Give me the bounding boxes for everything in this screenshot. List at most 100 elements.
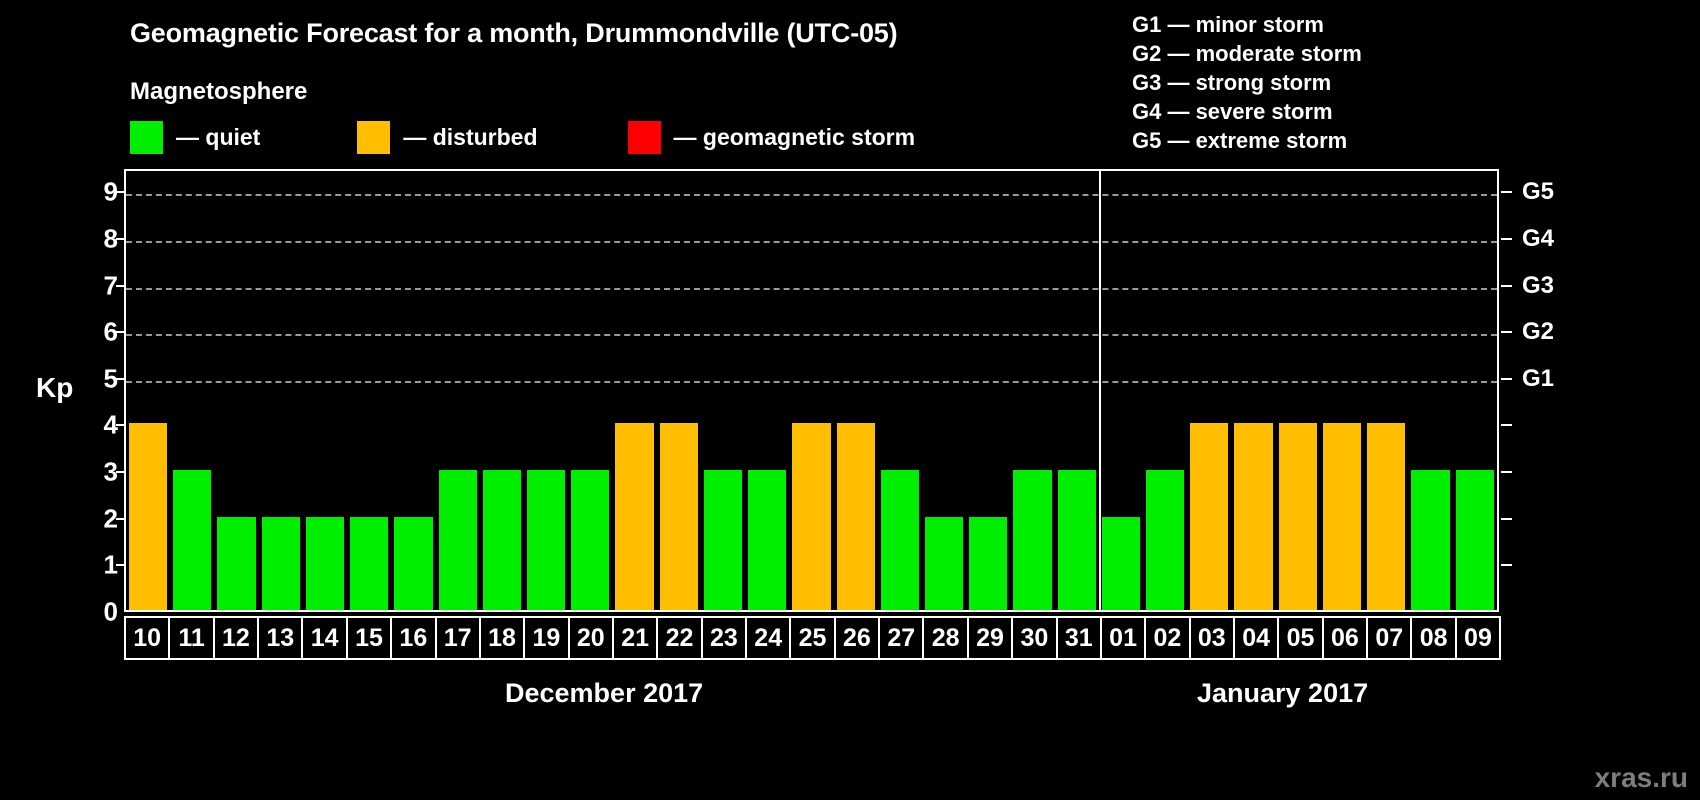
day-label-09[interactable]: 09	[1454, 616, 1502, 660]
bar-cell[interactable]	[170, 171, 214, 610]
day-label-17[interactable]: 17	[434, 616, 481, 660]
day-label-07[interactable]: 07	[1366, 616, 1413, 660]
bar-cell[interactable]	[1099, 171, 1143, 610]
bar-cell[interactable]	[745, 171, 789, 610]
bar-24[interactable]	[748, 470, 787, 610]
bar-cell[interactable]	[657, 171, 701, 610]
bar-23[interactable]	[703, 470, 743, 610]
bar-cell[interactable]	[612, 171, 656, 610]
g-tick-g1: G1	[1522, 364, 1555, 392]
bar-cell[interactable]	[922, 171, 966, 610]
legend-item-storm: — geomagnetic storm	[627, 120, 915, 154]
bar-26[interactable]	[836, 423, 875, 610]
bar-cell[interactable]	[1276, 171, 1320, 610]
bar-08[interactable]	[1411, 470, 1450, 610]
bar-cell[interactable]	[214, 171, 258, 610]
bar-12[interactable]	[217, 516, 256, 610]
bar-28[interactable]	[924, 516, 964, 610]
bar-cell[interactable]	[568, 171, 612, 610]
bar-27[interactable]	[880, 470, 919, 610]
bar-cell[interactable]	[834, 171, 878, 610]
day-label-20[interactable]: 20	[567, 616, 614, 660]
day-label-05[interactable]: 05	[1277, 616, 1324, 660]
day-label-18[interactable]: 18	[478, 616, 526, 660]
day-label-22[interactable]: 22	[656, 616, 703, 660]
bar-17[interactable]	[438, 470, 477, 610]
bar-10[interactable]	[129, 423, 168, 610]
bar-cell[interactable]	[1408, 171, 1452, 610]
bar-29[interactable]	[969, 516, 1008, 610]
bar-22[interactable]	[659, 423, 698, 610]
bar-02[interactable]	[1146, 470, 1185, 610]
bar-cell[interactable]	[1010, 171, 1054, 610]
g-scale-line-g3: G3 — strong storm	[1132, 70, 1332, 95]
day-label-28[interactable]: 28	[922, 616, 969, 660]
day-label-24[interactable]: 24	[745, 616, 792, 660]
bar-01[interactable]	[1101, 516, 1141, 610]
bar-15[interactable]	[350, 516, 389, 610]
bar-07[interactable]	[1367, 423, 1406, 610]
bar-25[interactable]	[792, 423, 831, 610]
day-label-15[interactable]: 15	[345, 616, 393, 660]
bar-cell[interactable]	[1320, 171, 1364, 610]
bar-cell[interactable]	[1187, 171, 1231, 610]
bar-cell[interactable]	[303, 171, 347, 610]
day-label-27[interactable]: 27	[878, 616, 925, 660]
day-label-30[interactable]: 30	[1011, 616, 1058, 660]
bar-18[interactable]	[482, 470, 521, 610]
day-label-12[interactable]: 12	[212, 616, 260, 660]
bar-cell[interactable]	[126, 171, 170, 610]
day-label-01[interactable]: 01	[1099, 616, 1147, 660]
bar-14[interactable]	[305, 516, 345, 610]
day-label-10[interactable]: 10	[124, 616, 171, 660]
day-label-26[interactable]: 26	[833, 616, 881, 660]
bar-cell[interactable]	[701, 171, 745, 610]
bar-16[interactable]	[394, 516, 433, 610]
bar-cell[interactable]	[480, 171, 524, 610]
day-label-16[interactable]: 16	[390, 616, 437, 660]
day-label-25[interactable]: 25	[789, 616, 836, 660]
day-label-21[interactable]: 21	[611, 616, 659, 660]
day-label-08[interactable]: 08	[1410, 616, 1457, 660]
bar-09[interactable]	[1455, 470, 1494, 610]
bar-31[interactable]	[1057, 470, 1096, 610]
day-label-29[interactable]: 29	[966, 616, 1014, 660]
y-tick-mark-1	[116, 564, 126, 567]
bar-cell[interactable]	[1231, 171, 1275, 610]
right-minor-tick-1	[1501, 564, 1512, 567]
bar-cell[interactable]	[789, 171, 833, 610]
bar-cell[interactable]	[1364, 171, 1408, 610]
bar-cell[interactable]	[878, 171, 922, 610]
day-label-06[interactable]: 06	[1321, 616, 1369, 660]
bar-11[interactable]	[173, 470, 212, 610]
bar-cell[interactable]	[436, 171, 480, 610]
day-label-14[interactable]: 14	[301, 616, 348, 660]
bar-cell[interactable]	[1453, 171, 1497, 610]
y-tick-0: 0	[103, 596, 118, 627]
day-label-23[interactable]: 23	[700, 616, 748, 660]
bar-20[interactable]	[571, 470, 610, 610]
bar-cell[interactable]	[966, 171, 1010, 610]
bar-19[interactable]	[526, 470, 566, 610]
bar-30[interactable]	[1013, 470, 1052, 610]
bar-04[interactable]	[1234, 423, 1273, 610]
bar-cell[interactable]	[1055, 171, 1099, 610]
bar-03[interactable]	[1190, 423, 1229, 610]
day-label-13[interactable]: 13	[257, 616, 304, 660]
day-label-02[interactable]: 02	[1144, 616, 1191, 660]
day-label-19[interactable]: 19	[523, 616, 570, 660]
bar-cell[interactable]	[347, 171, 391, 610]
bar-21[interactable]	[615, 423, 654, 610]
day-label-11[interactable]: 11	[168, 616, 215, 660]
day-label-04[interactable]: 04	[1232, 616, 1280, 660]
bar-cell[interactable]	[1143, 171, 1187, 610]
day-label-03[interactable]: 03	[1188, 616, 1235, 660]
bar-13[interactable]	[261, 516, 300, 610]
bar-cell[interactable]	[524, 171, 568, 610]
day-label-31[interactable]: 31	[1055, 616, 1102, 660]
bar-cell[interactable]	[391, 171, 435, 610]
bar-cell[interactable]	[259, 171, 303, 610]
bar-05[interactable]	[1278, 423, 1317, 610]
bar-06[interactable]	[1322, 423, 1362, 610]
